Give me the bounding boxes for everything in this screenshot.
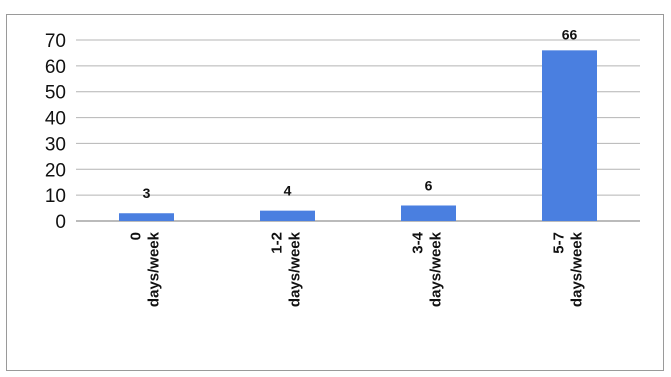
data-label: 66 bbox=[562, 26, 578, 42]
x-tick-label: 5-7 bbox=[551, 232, 568, 254]
x-tick-label: 0 bbox=[128, 232, 145, 240]
data-label: 4 bbox=[284, 183, 292, 199]
x-tick-label: days/week bbox=[146, 231, 163, 307]
y-tick-label: 10 bbox=[45, 186, 66, 207]
x-tick-label: 1-2 bbox=[269, 232, 286, 254]
y-tick-label: 30 bbox=[45, 134, 66, 155]
y-tick-label: 40 bbox=[45, 109, 66, 130]
x-tick-label-group: 1-2 days/week bbox=[269, 231, 304, 307]
bar-0 bbox=[119, 213, 174, 221]
x-tick-label: 3-4 bbox=[410, 231, 427, 253]
y-tick-label: 50 bbox=[45, 83, 66, 104]
x-tick-label-group: 0 days/week bbox=[128, 231, 163, 307]
x-tick-label-group: 3-4 days/week bbox=[410, 231, 445, 307]
data-label: 3 bbox=[143, 185, 151, 201]
x-tick-label-group: 5-7 days/week bbox=[551, 231, 586, 307]
data-label: 6 bbox=[425, 177, 433, 193]
bar-2 bbox=[401, 205, 456, 221]
chart-frame bbox=[6, 14, 664, 371]
y-tick-label: 70 bbox=[45, 31, 66, 52]
bar-3 bbox=[542, 50, 597, 221]
x-tick-label: days/week bbox=[428, 231, 445, 307]
bar-1 bbox=[260, 210, 315, 221]
y-tick-label: 20 bbox=[45, 160, 66, 181]
x-tick-label: days/week bbox=[287, 231, 304, 307]
y-tick-label: 60 bbox=[45, 57, 66, 78]
y-tick-label: 0 bbox=[55, 212, 66, 233]
x-tick-label: days/week bbox=[569, 231, 586, 307]
